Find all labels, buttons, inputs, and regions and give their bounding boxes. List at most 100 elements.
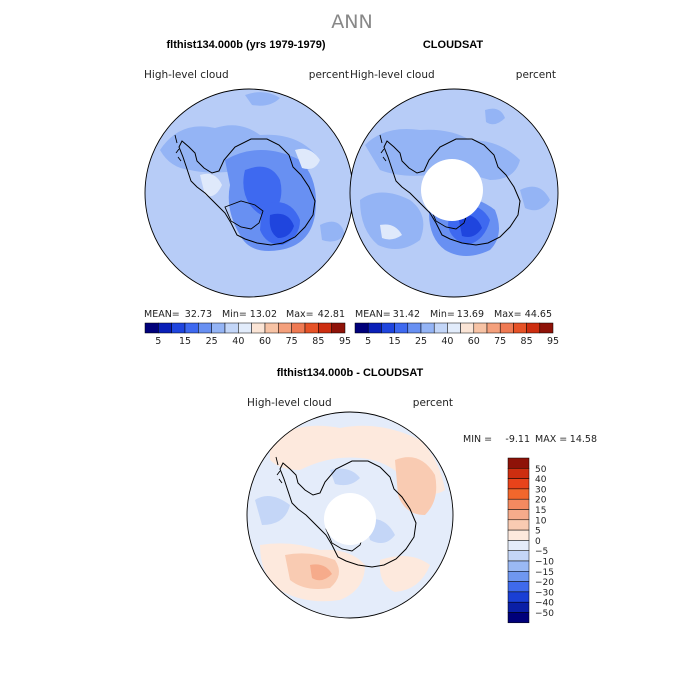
panel-diff-title: flthist134.000b - CLOUDSAT <box>277 367 424 379</box>
panel-obs-units: percent <box>516 69 556 81</box>
stat-max-label: MAX = <box>535 434 567 445</box>
map-fill-pos1-3 <box>379 556 430 592</box>
colorbar-swatch <box>507 591 530 603</box>
colorbar-tick-label: 60 <box>468 336 480 347</box>
colorbar-swatch <box>539 322 554 334</box>
stat-min-value: 13.69 <box>457 309 484 320</box>
colorbar-swatch <box>486 322 501 334</box>
stat-mean-value: 31.42 <box>393 309 420 320</box>
map-fill-neg1 <box>255 496 290 525</box>
panel-model-title: flthist134.000b (yrs 1979-1979) <box>167 39 326 51</box>
map-fill-mid-3 <box>245 92 280 106</box>
colorbar-tick-label: 40 <box>535 475 547 485</box>
colorbar-swatch <box>304 322 319 334</box>
colorbar-swatch <box>507 488 530 500</box>
colorbar-tick-label: 5 <box>155 336 161 347</box>
colorbar-swatch <box>507 540 530 551</box>
colorbar-tick-label: 75 <box>494 336 506 347</box>
colorbar-swatch <box>507 550 530 562</box>
colorbar-tick-label: 5 <box>365 336 371 347</box>
colorbar-tick-label: 85 <box>521 336 533 347</box>
panel-diff: flthist134.000b - CLOUDSAT High-level cl… <box>246 367 597 624</box>
colorbar-tick-label: −15 <box>535 568 554 578</box>
colorbar-tick-label: −10 <box>535 558 554 568</box>
map-fill-mid-2 <box>320 221 345 242</box>
colorbar-swatch <box>251 322 266 334</box>
map-fill-mid-2 <box>360 192 424 249</box>
panel-diff-variable: High-level cloud <box>247 397 332 409</box>
panel-obs-stats: MEAN= 31.42 Min= 13.69 Max= 44.65 <box>355 309 552 320</box>
colorbar-swatch <box>407 322 422 334</box>
panel-obs-map <box>350 89 558 297</box>
colorbar-swatch <box>507 498 530 510</box>
panel-model-units: percent <box>309 69 349 81</box>
map-fill-light-2 <box>200 173 222 197</box>
figure-title: ANN <box>331 11 372 33</box>
colorbar-swatch <box>507 457 530 469</box>
colorbar-tick-label: 20 <box>535 496 547 506</box>
colorbar-swatch <box>507 519 530 531</box>
colorbar-swatch <box>238 322 252 334</box>
panel-obs-title: CLOUDSAT <box>423 39 484 51</box>
colorbar-swatch <box>158 322 172 334</box>
colorbar-swatch <box>513 322 527 334</box>
panel-model-map <box>145 89 353 297</box>
colorbar-tick-label: 40 <box>441 336 453 347</box>
panel-obs: CLOUDSAT High-level cloud percent MEAN= … <box>349 39 559 347</box>
map-fill-pos3 <box>310 564 332 581</box>
colorbar-tick-label: 75 <box>286 336 298 347</box>
colorbar-tick-label: 50 <box>535 465 547 475</box>
stat-mean-value: 32.73 <box>185 309 212 320</box>
stat-mean-label: MEAN= <box>355 309 391 320</box>
colorbar-tick-label: 60 <box>259 336 271 347</box>
map-fill-light <box>295 148 320 169</box>
colorbar-swatch <box>433 322 448 334</box>
map-fill-pos1 <box>270 425 445 494</box>
colorbar-tick-label: −40 <box>535 599 554 609</box>
map-fill-mid-3 <box>520 186 550 211</box>
colorbar-tick-label: 95 <box>339 336 351 347</box>
colorbar-swatch <box>184 322 199 334</box>
colorbar-swatch <box>507 601 530 613</box>
colorbar-swatch <box>224 322 239 334</box>
colorbar-swatch <box>171 322 186 334</box>
colorbar-swatch <box>381 322 395 334</box>
colorbar-tick-label: 5 <box>535 527 541 537</box>
colorbar-swatch <box>447 322 461 334</box>
stat-min-label: Min= <box>222 309 247 320</box>
colorbar-tick-label: 25 <box>415 336 427 347</box>
colorbar-swatch <box>507 529 530 541</box>
colorbar-tick-label: 40 <box>232 336 244 347</box>
colorbar-tick-label: −20 <box>535 578 554 588</box>
colorbar-swatch <box>507 509 530 521</box>
stat-max-label: Max= <box>286 309 314 320</box>
colorbar-swatch <box>507 560 530 572</box>
colorbar-swatch <box>507 581 530 593</box>
colorbar-swatch <box>354 322 369 334</box>
missing-data-hole <box>324 493 376 545</box>
colorbar-swatch <box>264 322 279 334</box>
map-fill-pos2 <box>395 457 437 515</box>
stat-min-label: Min= <box>430 309 455 320</box>
map-border <box>349 88 559 298</box>
colorbar-swatch <box>507 468 530 479</box>
colorbar-swatch <box>394 322 409 334</box>
colorbar-swatch <box>291 322 306 334</box>
panel-diff-units: percent <box>413 397 453 409</box>
colorbar-swatch <box>198 322 212 334</box>
map-fill-darkest <box>269 213 294 238</box>
colorbar-swatch <box>331 322 346 334</box>
colorbar-swatch <box>507 612 530 624</box>
colorbar-tick-label: 10 <box>535 516 547 526</box>
colorbar-swatch <box>473 322 488 334</box>
panel-model-variable: High-level cloud <box>144 69 229 81</box>
colorbar-tick-label: 95 <box>547 336 559 347</box>
colorbar-tick-label: 15 <box>535 506 546 516</box>
colorbar-tick-label: −30 <box>535 588 554 598</box>
panel-model-stats: MEAN= 32.73 Min= 13.02 Max= 42.81 <box>144 309 345 320</box>
colorbar-tick-label: −5 <box>535 547 548 557</box>
colorbar-tick-label: 25 <box>206 336 218 347</box>
colorbar-swatch <box>507 571 530 582</box>
map-border <box>246 411 454 619</box>
